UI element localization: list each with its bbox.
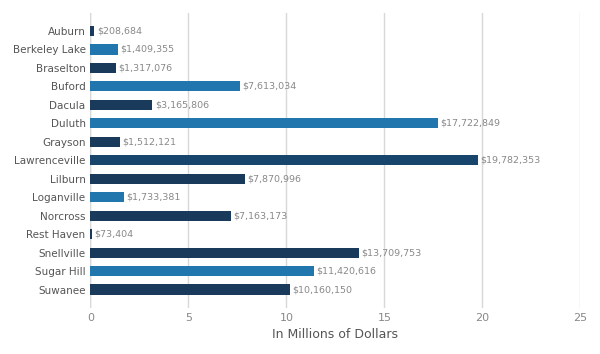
Bar	[91, 211, 231, 221]
Bar	[91, 247, 359, 258]
Bar	[91, 100, 152, 110]
Text: $1,409,355: $1,409,355	[121, 45, 175, 54]
Bar	[91, 26, 94, 36]
Text: $73,404: $73,404	[94, 230, 133, 239]
Bar	[91, 229, 92, 239]
Text: $3,165,806: $3,165,806	[155, 101, 209, 109]
Bar	[91, 266, 314, 276]
Bar	[91, 155, 478, 165]
Bar	[91, 44, 118, 55]
Text: $13,709,753: $13,709,753	[361, 248, 422, 257]
Bar	[91, 81, 239, 91]
Text: $17,722,849: $17,722,849	[440, 119, 500, 128]
Text: $208,684: $208,684	[97, 27, 142, 35]
Bar	[91, 118, 438, 129]
Bar	[91, 63, 116, 73]
Bar	[91, 285, 290, 295]
Text: $19,782,353: $19,782,353	[481, 156, 541, 165]
Text: $1,512,121: $1,512,121	[122, 137, 176, 146]
Text: $7,613,034: $7,613,034	[242, 82, 296, 91]
X-axis label: In Millions of Dollars: In Millions of Dollars	[272, 329, 398, 342]
Bar	[91, 192, 124, 202]
Bar	[91, 174, 245, 184]
Text: $11,420,616: $11,420,616	[317, 267, 377, 276]
Text: $10,160,150: $10,160,150	[292, 285, 352, 294]
Text: $7,163,173: $7,163,173	[233, 211, 287, 220]
Bar	[91, 137, 120, 147]
Text: $7,870,996: $7,870,996	[247, 174, 301, 183]
Text: $1,317,076: $1,317,076	[119, 63, 173, 73]
Text: $1,733,381: $1,733,381	[127, 193, 181, 202]
